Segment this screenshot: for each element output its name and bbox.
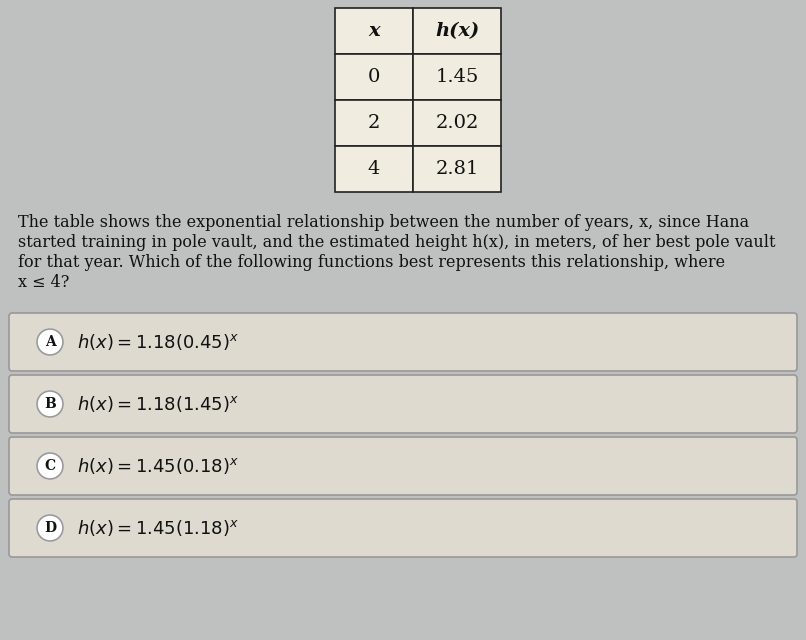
Text: h(x): h(x) — [435, 22, 479, 40]
Bar — [413, 54, 501, 100]
Text: 1.45: 1.45 — [435, 68, 479, 86]
FancyBboxPatch shape — [9, 375, 797, 433]
Text: started training in pole vault, and the estimated height h(x), in meters, of her: started training in pole vault, and the … — [18, 234, 775, 251]
Text: The table shows the exponential relationship between the number of years, x, sin: The table shows the exponential relation… — [18, 214, 749, 231]
Text: C: C — [44, 459, 56, 473]
Circle shape — [37, 515, 63, 541]
Text: 2.02: 2.02 — [435, 114, 479, 132]
Text: 4: 4 — [368, 160, 380, 178]
Text: A: A — [44, 335, 56, 349]
Bar — [335, 54, 413, 100]
Text: 0: 0 — [368, 68, 380, 86]
FancyBboxPatch shape — [9, 313, 797, 371]
Bar — [413, 146, 501, 192]
Bar — [413, 8, 501, 54]
Text: $\mathit{h}(\mathit{x}) = 1.18(0.45)^{\mathit{x}}$: $\mathit{h}(\mathit{x}) = 1.18(0.45)^{\m… — [77, 332, 239, 352]
Bar — [335, 100, 413, 146]
Bar — [335, 8, 413, 54]
Text: B: B — [44, 397, 56, 411]
Text: 2: 2 — [368, 114, 380, 132]
Bar — [413, 100, 501, 146]
FancyBboxPatch shape — [9, 499, 797, 557]
Text: 2.81: 2.81 — [435, 160, 479, 178]
Text: $\mathit{h}(\mathit{x}) = 1.18(1.45)^{\mathit{x}}$: $\mathit{h}(\mathit{x}) = 1.18(1.45)^{\m… — [77, 394, 239, 414]
Bar — [335, 146, 413, 192]
Circle shape — [37, 453, 63, 479]
Text: for that year. Which of the following functions best represents this relationshi: for that year. Which of the following fu… — [18, 254, 725, 271]
Text: D: D — [44, 521, 56, 535]
Circle shape — [37, 391, 63, 417]
Circle shape — [37, 329, 63, 355]
Text: $\mathit{h}(\mathit{x}) = 1.45(1.18)^{\mathit{x}}$: $\mathit{h}(\mathit{x}) = 1.45(1.18)^{\m… — [77, 518, 239, 538]
Text: $\mathit{h}(\mathit{x}) = 1.45(0.18)^{\mathit{x}}$: $\mathit{h}(\mathit{x}) = 1.45(0.18)^{\m… — [77, 456, 239, 476]
Text: x ≤ 4?: x ≤ 4? — [18, 274, 69, 291]
Text: x: x — [368, 22, 380, 40]
FancyBboxPatch shape — [9, 437, 797, 495]
